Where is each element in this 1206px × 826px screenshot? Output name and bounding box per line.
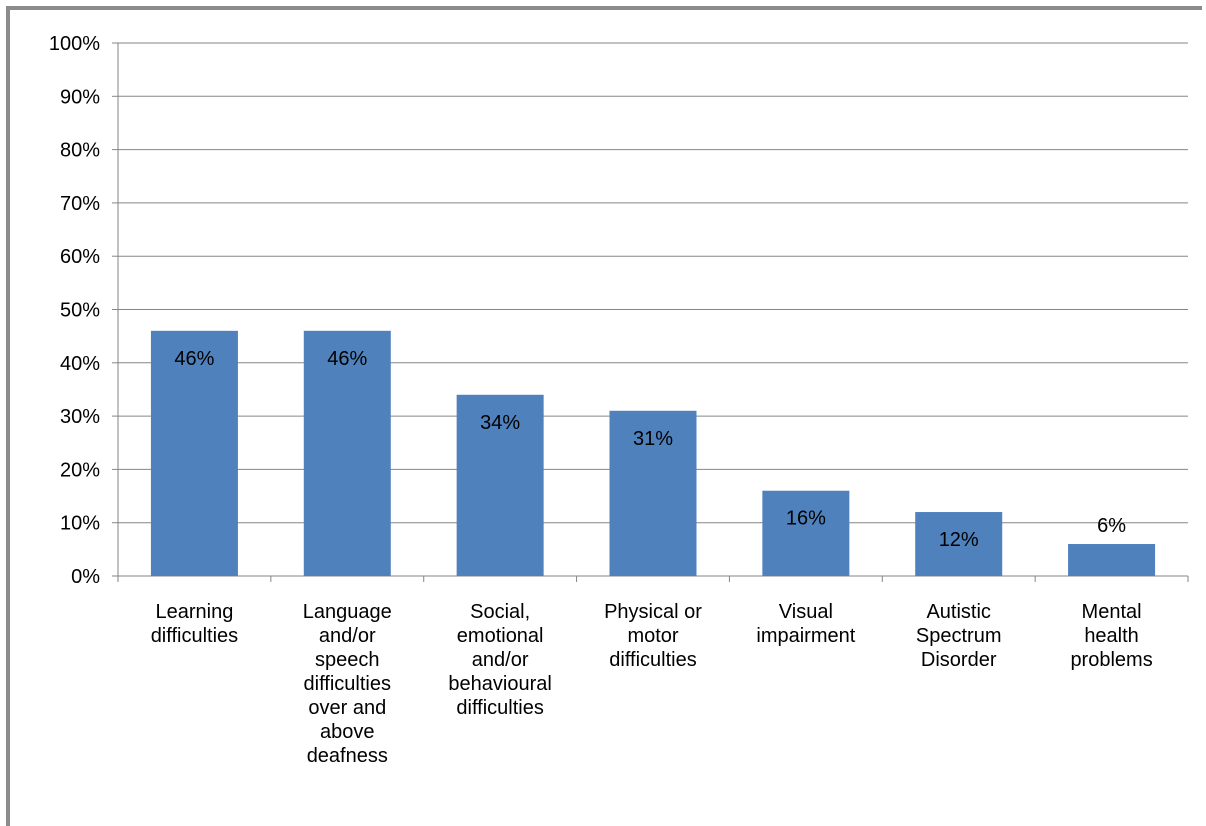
data-label: 6%	[1097, 515, 1126, 537]
x-category-label-line: above	[320, 721, 375, 743]
y-tick-label: 60%	[60, 246, 100, 268]
y-tick-label: 100%	[49, 33, 100, 55]
bar	[303, 330, 391, 576]
data-label: 31%	[633, 428, 673, 450]
y-tick-label: 80%	[60, 140, 100, 162]
x-category-label: Language and/or speech difficulties over and…	[303, 601, 392, 767]
y-tick-label: 10%	[60, 513, 100, 535]
x-category-label-line: Disorder	[921, 649, 997, 671]
x-category-label-line: behavioural	[448, 673, 551, 695]
x-category-label-line: health	[1084, 625, 1139, 647]
x-category-label: Mental health problems	[1070, 601, 1152, 671]
x-category-label-line: impairment	[756, 625, 855, 647]
x-category-label: Autistic Spectrum Disorder	[916, 601, 1002, 671]
bar	[762, 490, 850, 576]
x-category-label-line: Language	[303, 601, 392, 623]
x-category-label-line: difficulties	[456, 697, 543, 719]
x-category-label-line: difficulties	[151, 625, 238, 647]
x-category-label-line: and/or	[472, 649, 529, 671]
y-tick-label: 90%	[60, 86, 100, 108]
y-tick-label: 40%	[60, 353, 100, 375]
x-category-label-line: Physical or	[604, 601, 702, 623]
x-category-label: Learning difficulties	[151, 601, 238, 647]
x-category-label: Physical or motor difficulties	[604, 601, 702, 671]
x-category-label-line: and/or	[319, 625, 376, 647]
data-label: 16%	[786, 508, 826, 530]
data-label: 46%	[327, 348, 367, 370]
bar	[609, 410, 697, 576]
bar	[456, 394, 544, 576]
x-category-label-line: difficulties	[609, 649, 696, 671]
data-label: 12%	[939, 529, 979, 551]
x-category-label: Social, emotional and/or behavioural difficu…	[448, 601, 551, 719]
x-category-label-line: speech	[315, 649, 380, 671]
data-label: 34%	[480, 412, 520, 434]
x-category-label-line: Learning	[156, 601, 234, 623]
x-category-label-line: Social,	[470, 601, 530, 623]
bar	[915, 512, 1003, 576]
y-tick-label: 0%	[71, 566, 100, 588]
x-category-label-line: problems	[1070, 649, 1152, 671]
x-category-label-line: difficulties	[304, 673, 391, 695]
x-category-label-line: over and	[308, 697, 386, 719]
data-label: 46%	[174, 348, 214, 370]
bar	[1068, 544, 1156, 576]
y-tick-label: 50%	[60, 300, 100, 322]
y-tick-label: 20%	[60, 459, 100, 481]
bar	[150, 330, 238, 576]
y-tick-label: 30%	[60, 406, 100, 428]
x-category-label: Visual impairment	[756, 601, 855, 647]
x-category-label-line: deafness	[307, 745, 388, 767]
x-category-label-line: Spectrum	[916, 625, 1002, 647]
x-category-label-line: motor	[627, 625, 678, 647]
x-category-label-line: Visual	[779, 601, 833, 623]
x-category-label-line: Autistic	[926, 601, 990, 623]
y-tick-label: 70%	[60, 193, 100, 215]
x-category-label-line: emotional	[457, 625, 544, 647]
x-category-label-line: Mental	[1082, 601, 1142, 623]
